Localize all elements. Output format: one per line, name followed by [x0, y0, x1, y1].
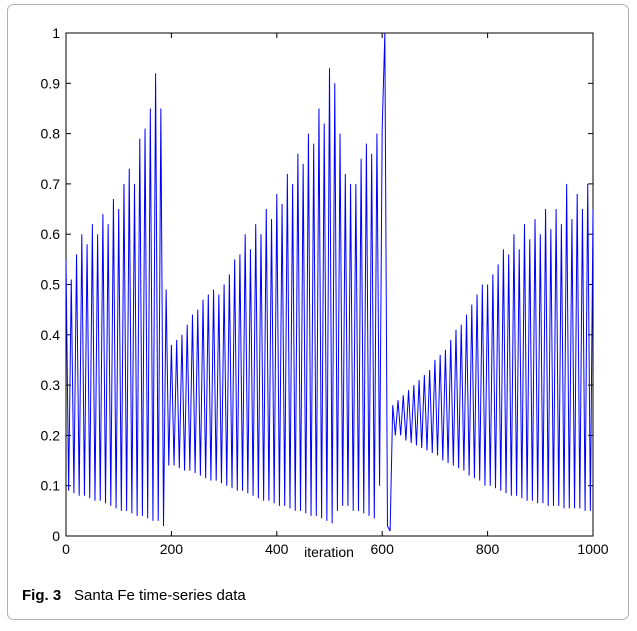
x-axis-label: iteration — [304, 544, 354, 560]
y-tick-label: 0.6 — [41, 226, 61, 242]
y-tick-label: 0.8 — [41, 126, 61, 142]
x-tick-label: 600 — [371, 541, 395, 557]
y-tick-label: 0.4 — [41, 327, 61, 343]
y-tick-label: 0.1 — [41, 478, 61, 494]
data-line — [65, 32, 594, 532]
y-tick-label: 0.5 — [41, 277, 61, 293]
y-tick-label: 0.7 — [41, 176, 61, 192]
x-tick-label: 200 — [160, 541, 184, 557]
y-tick-label: 1 — [52, 25, 60, 41]
x-tick-label: 0 — [62, 541, 70, 557]
y-tick-label: 0.3 — [41, 377, 61, 393]
figure-frame — [7, 4, 629, 620]
y-tick-label: 0.2 — [41, 427, 61, 443]
x-tick-label: 800 — [476, 541, 500, 557]
x-tick-label: 1000 — [577, 541, 608, 557]
caption: Santa Fe time-series data — [74, 587, 246, 604]
caption-label: Fig. 3 — [22, 587, 61, 604]
x-tick-label: 400 — [265, 541, 289, 557]
y-tick-label: 0 — [52, 528, 60, 544]
y-tick-label: 0.9 — [41, 75, 61, 91]
